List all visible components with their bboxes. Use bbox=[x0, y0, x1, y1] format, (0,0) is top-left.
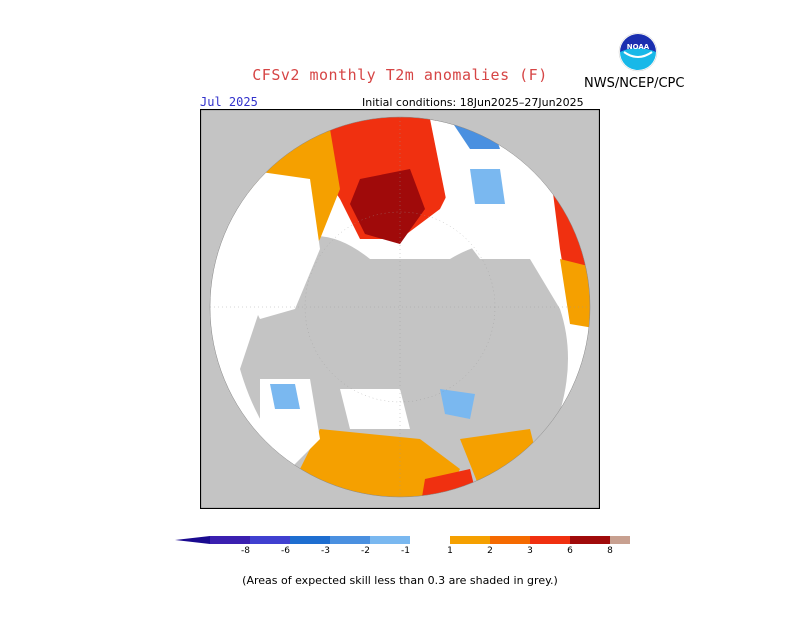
cool-anomaly-central bbox=[470, 169, 505, 204]
legend-low-arrow bbox=[175, 536, 210, 544]
legend-swatch bbox=[530, 536, 570, 544]
color-legend: -8 -6 -3 -2 -1 1 2 3 6 8 bbox=[175, 536, 630, 556]
footnote: (Areas of expected skill less than 0.3 a… bbox=[242, 574, 558, 587]
legend-swatch bbox=[370, 536, 410, 544]
legend-swatch bbox=[610, 536, 630, 544]
legend-swatch bbox=[290, 536, 330, 544]
map-title: CFSv2 monthly T2m anomalies (F) bbox=[252, 66, 548, 84]
legend-tick-label: 2 bbox=[487, 546, 493, 556]
legend-tick-label: 8 bbox=[607, 546, 613, 556]
warm-anomaly-east-2 bbox=[560, 259, 590, 329]
map-frame bbox=[200, 109, 600, 509]
legend-tick-label: 6 bbox=[567, 546, 573, 556]
legend-tick-label: -8 bbox=[241, 546, 250, 556]
neutral-region-canada bbox=[340, 389, 410, 429]
arctic-anomaly-map bbox=[200, 109, 600, 509]
legend-tick-label: -3 bbox=[321, 546, 330, 556]
legend-tick-label: 3 bbox=[527, 546, 533, 556]
legend-swatch bbox=[330, 536, 370, 544]
legend-tick-label: 1 bbox=[447, 546, 453, 556]
legend-swatch bbox=[250, 536, 290, 544]
noaa-logo: NOAA bbox=[618, 32, 658, 72]
legend-swatch bbox=[410, 536, 450, 544]
legend-swatch bbox=[570, 536, 610, 544]
legend-swatch bbox=[210, 536, 250, 544]
forecast-month: Jul 2025 bbox=[200, 95, 258, 109]
strong-warm-anomaly-russia bbox=[350, 169, 425, 244]
neutral-region-west bbox=[240, 169, 320, 319]
logo-text: NOAA bbox=[627, 43, 650, 51]
legend-swatch bbox=[450, 536, 490, 544]
legend-swatch bbox=[490, 536, 530, 544]
warm-anomaly-na-south bbox=[420, 469, 480, 497]
legend-tick-label: -2 bbox=[361, 546, 370, 556]
cool-anomaly-hudson bbox=[440, 389, 475, 419]
legend-tick-label: -1 bbox=[401, 546, 410, 556]
cool-anomaly-alaska bbox=[270, 384, 300, 409]
agency-label: NWS/NCEP/CPC bbox=[584, 76, 685, 91]
legend-tick-label: -6 bbox=[281, 546, 290, 556]
initial-conditions: Initial conditions: 18Jun2025–27Jun2025 bbox=[362, 96, 584, 109]
